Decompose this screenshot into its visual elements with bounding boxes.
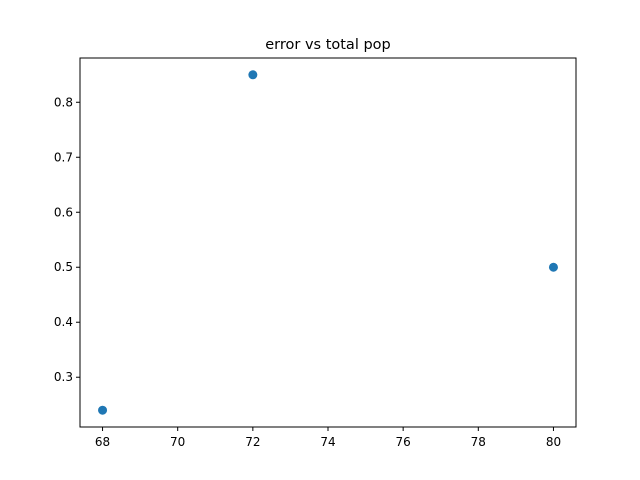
x-tick-label: 68 bbox=[95, 435, 110, 449]
y-tick-label: 0.4 bbox=[54, 315, 73, 329]
plot-area: 68 70 72 74 76 78 80 0.3 0.4 0.5 0.6 0.7 0.8 bbox=[54, 70, 561, 449]
data-point bbox=[548, 262, 558, 272]
axes-frame bbox=[79, 57, 577, 428]
x-tick-label: 76 bbox=[396, 435, 411, 449]
x-tick-label: 78 bbox=[471, 435, 486, 449]
data-point bbox=[248, 70, 258, 80]
data-point bbox=[98, 405, 108, 415]
y-tick-label: 0.6 bbox=[54, 205, 73, 219]
y-tick-label: 0.8 bbox=[54, 95, 73, 109]
x-tick-label: 80 bbox=[546, 435, 561, 449]
y-tick-label: 0.5 bbox=[54, 260, 73, 274]
chart-title: error vs total pop bbox=[265, 37, 391, 53]
x-tick-label: 72 bbox=[245, 435, 260, 449]
y-tick-label: 0.3 bbox=[54, 370, 73, 384]
y-tick-label: 0.7 bbox=[54, 150, 73, 164]
x-tick-label: 70 bbox=[170, 435, 185, 449]
x-tick-label: 74 bbox=[320, 435, 335, 449]
